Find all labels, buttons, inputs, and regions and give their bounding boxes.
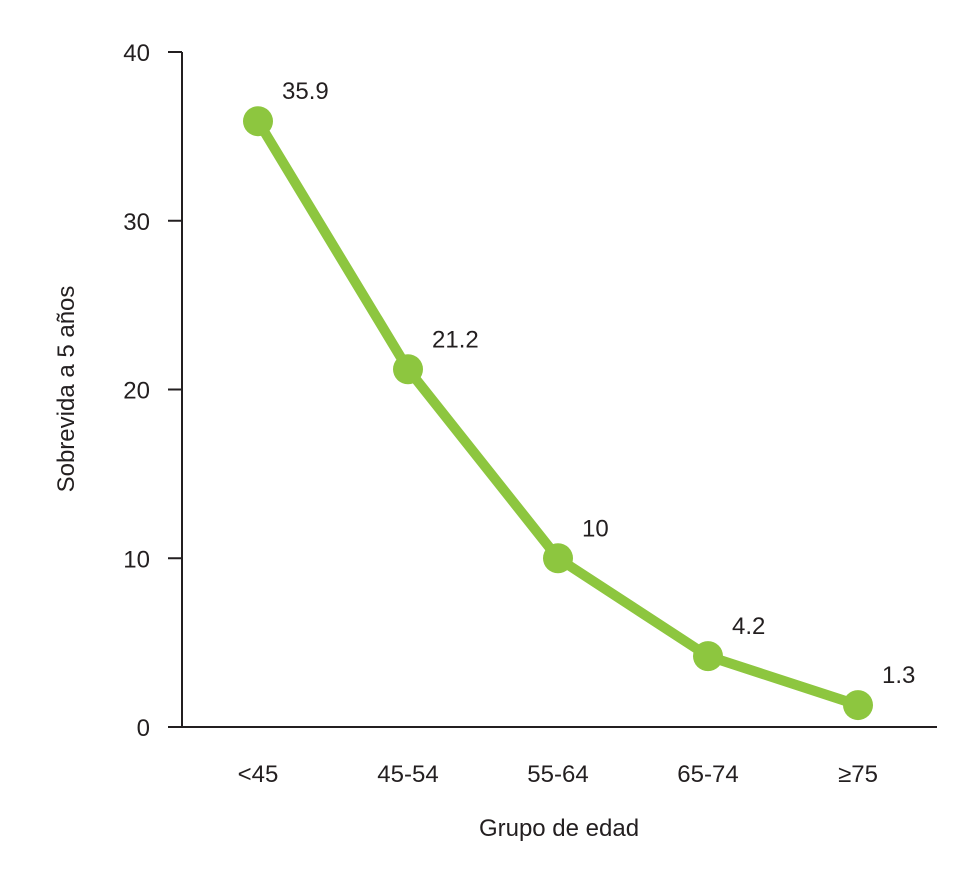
- x-tick-label: 65-74: [677, 761, 738, 788]
- data-label: 35.9: [282, 78, 329, 105]
- x-tick-label: <45: [238, 761, 279, 788]
- data-label: 1.3: [882, 662, 915, 689]
- x-tick-label: 45-54: [377, 761, 438, 788]
- x-axis-label: Grupo de edad: [479, 815, 639, 842]
- y-tick-label: 20: [123, 378, 150, 405]
- data-label: 4.2: [732, 613, 765, 640]
- y-tick-label: 30: [123, 209, 150, 236]
- data-label: 10: [582, 515, 609, 542]
- series-line: [253, 118, 860, 710]
- data-point: [543, 543, 573, 574]
- y-tick-label: 40: [123, 40, 150, 67]
- data-point: [393, 354, 423, 385]
- data-point: [843, 690, 873, 721]
- x-tick-label: ≥75: [838, 761, 878, 788]
- y-tick-label: 10: [123, 546, 150, 573]
- x-tick-label: 55-64: [527, 761, 588, 788]
- data-point: [243, 106, 273, 137]
- data-point: [693, 641, 723, 672]
- data-label: 21.2: [432, 326, 479, 353]
- y-tick-label: 0: [137, 715, 150, 742]
- y-axis-label: Sobrevida a 5 años: [53, 286, 80, 493]
